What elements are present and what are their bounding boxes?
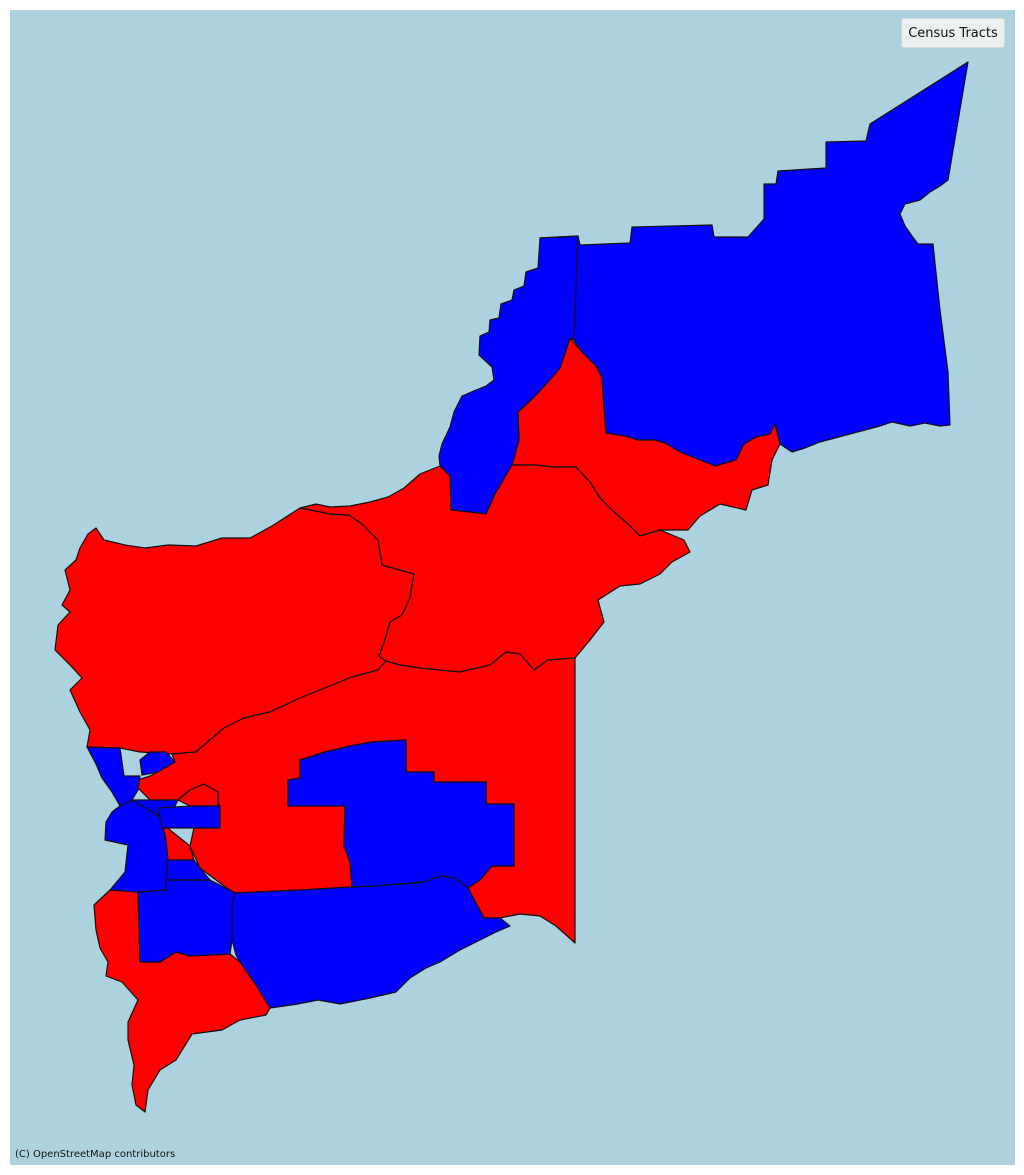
tract-west-small-blue-6 bbox=[157, 805, 221, 829]
tract-north-corridor bbox=[438, 235, 579, 515]
legend: Census Tracts bbox=[901, 18, 1005, 48]
tract-south-small-blue bbox=[137, 879, 236, 963]
tract-west-small-blue-4 bbox=[165, 859, 211, 881]
tract-central-south-blob bbox=[287, 739, 515, 889]
tracts-layer bbox=[54, 61, 969, 1113]
tract-central bbox=[299, 464, 691, 673]
legend-title: Census Tracts bbox=[908, 25, 998, 41]
attribution-text: (C) OpenStreetMap contributors bbox=[15, 1149, 176, 1160]
tract-west-small-blue-2 bbox=[139, 751, 176, 776]
